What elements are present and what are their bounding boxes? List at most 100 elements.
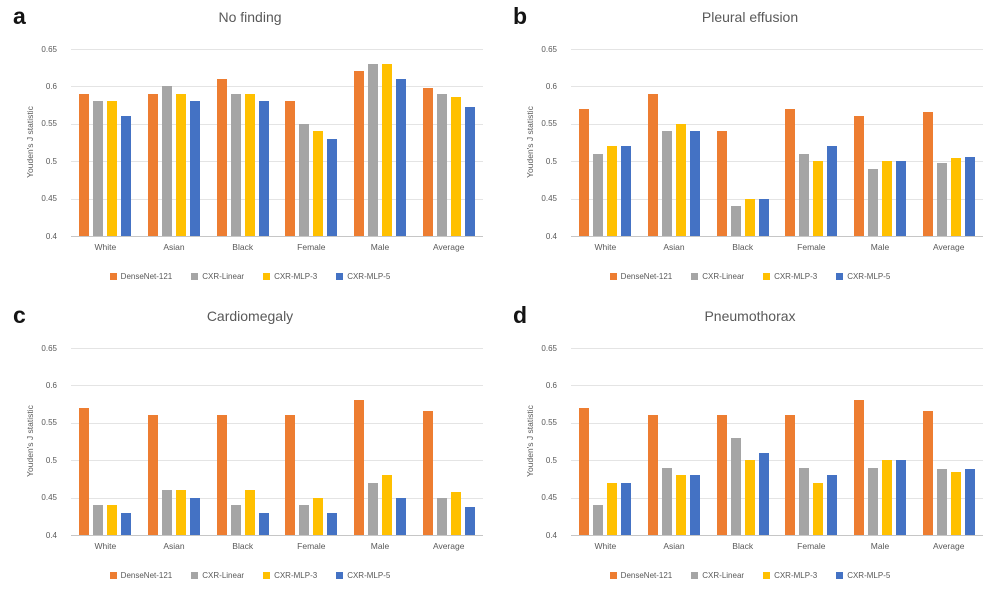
bar-cxr-mlp-3 — [607, 146, 618, 236]
bar-densenet-121 — [922, 111, 933, 236]
bar-cxr-linear — [436, 93, 447, 236]
bar-groups — [71, 348, 483, 535]
bar-cxr-mlp-3 — [950, 158, 961, 236]
bar-group-black — [208, 49, 277, 236]
bar-groups — [71, 49, 483, 236]
gridline — [71, 123, 483, 125]
bar-cxr-mlp-3 — [676, 123, 686, 236]
gridline — [71, 460, 483, 462]
y-tick-label: 0.55 — [541, 119, 557, 129]
legend-label: CXR-MLP-3 — [774, 571, 818, 580]
legend-label: CXR-Linear — [702, 272, 745, 281]
x-category-label: Asian — [663, 541, 685, 551]
bar-cxr-mlp-5 — [690, 131, 700, 236]
bar-cxr-mlp-5 — [827, 475, 838, 535]
bar-densenet-121 — [216, 415, 227, 535]
legend-item: CXR-MLP-5 — [336, 272, 390, 281]
bar-densenet-121 — [79, 407, 90, 535]
panel-letter: d — [513, 302, 528, 328]
bar-cxr-linear — [299, 505, 310, 535]
bar-cxr-mlp-5 — [896, 161, 907, 236]
y-tick-label: 0.4 — [545, 530, 557, 540]
bar-group-average — [914, 49, 983, 236]
bar-group-white — [71, 348, 140, 535]
legend-label: CXR-MLP-5 — [847, 272, 891, 281]
y-tick-label: 0.45 — [541, 493, 557, 503]
legend-item: CXR-MLP-3 — [263, 571, 317, 580]
legend-swatch-icon — [609, 572, 617, 579]
legend-label: CXR-Linear — [202, 272, 245, 281]
y-tick-label: 0.65 — [41, 44, 57, 54]
legend-swatch-icon — [836, 572, 844, 579]
x-category-label: White — [594, 541, 617, 551]
legend-item: CXR-MLP-3 — [763, 272, 817, 281]
x-category-label: White — [94, 242, 117, 252]
legend-swatch-icon — [336, 273, 344, 280]
legend-swatch-icon — [609, 273, 617, 280]
plot-area — [571, 348, 983, 536]
bar-densenet-121 — [854, 400, 865, 535]
bar-densenet-121 — [354, 71, 365, 236]
gridline — [71, 198, 483, 200]
y-tick-label: 0.5 — [45, 455, 57, 465]
x-category-label: Female — [797, 541, 826, 551]
bar-group-female — [777, 49, 846, 236]
bar-cxr-mlp-5 — [964, 469, 975, 535]
bar-cxr-mlp-5 — [758, 452, 769, 535]
y-tick-label: 0.4 — [45, 231, 57, 241]
bar-cxr-mlp-3 — [107, 505, 118, 535]
legend-item: CXR-Linear — [191, 272, 244, 281]
x-category-label: Average — [432, 242, 465, 252]
bar-cxr-linear — [230, 93, 241, 236]
bar-densenet-121 — [648, 93, 658, 236]
legend-label: CXR-Linear — [702, 571, 745, 580]
gridline — [571, 123, 983, 125]
bar-cxr-mlp-3 — [244, 93, 255, 236]
bar-densenet-121 — [716, 415, 727, 535]
bar-cxr-mlp-5 — [690, 475, 700, 535]
legend-swatch-icon — [263, 572, 271, 579]
y-tick-label: 0.6 — [45, 81, 57, 91]
bar-cxr-mlp-5 — [758, 198, 769, 236]
bar-cxr-mlp-3 — [107, 101, 118, 236]
bar-group-white — [571, 49, 640, 236]
bar-densenet-121 — [354, 400, 365, 535]
legend-swatch-icon — [191, 273, 199, 280]
legend-swatch-icon — [263, 273, 271, 280]
y-tick-label: 0.45 — [541, 194, 557, 204]
bar-cxr-mlp-3 — [813, 161, 824, 236]
y-tick-label: 0.65 — [541, 44, 557, 54]
legend-label: CXR-Linear — [202, 571, 245, 580]
y-tick-label: 0.5 — [45, 156, 57, 166]
bar-densenet-121 — [854, 116, 865, 236]
chart-title: No finding — [218, 9, 282, 25]
bar-group-female — [277, 49, 346, 236]
legend-item: CXR-MLP-3 — [763, 571, 817, 580]
y-tick-label: 0.4 — [45, 530, 57, 540]
legend-item: CXR-Linear — [691, 272, 744, 281]
x-category-label: White — [94, 541, 117, 551]
gridline — [71, 49, 483, 50]
x-category-label: Average — [932, 541, 965, 551]
gridline — [571, 198, 983, 200]
gridline — [571, 460, 983, 462]
legend-swatch-icon — [763, 273, 771, 280]
bar-cxr-linear — [162, 490, 172, 535]
bar-cxr-linear — [299, 123, 310, 236]
bar-cxr-mlp-3 — [744, 460, 755, 535]
legend-label: DenseNet-121 — [120, 272, 173, 281]
bar-cxr-mlp-3 — [450, 491, 461, 535]
bar-cxr-linear — [436, 497, 447, 535]
bar-cxr-mlp-5 — [964, 156, 975, 236]
bar-cxr-linear — [868, 168, 879, 236]
gridline — [571, 497, 983, 499]
legend-label: CXR-MLP-5 — [347, 571, 391, 580]
bar-cxr-linear — [593, 153, 604, 236]
y-axis-title: Youden's J statistic — [25, 405, 35, 477]
chart-title: Cardiomegaly — [206, 308, 294, 324]
x-category-label: Male — [370, 541, 390, 551]
legend-item: CXR-MLP-3 — [263, 272, 317, 281]
legend-item: CXR-MLP-5 — [336, 571, 390, 580]
bar-cxr-mlp-5 — [258, 101, 269, 236]
y-tick-label: 0.6 — [545, 380, 557, 390]
